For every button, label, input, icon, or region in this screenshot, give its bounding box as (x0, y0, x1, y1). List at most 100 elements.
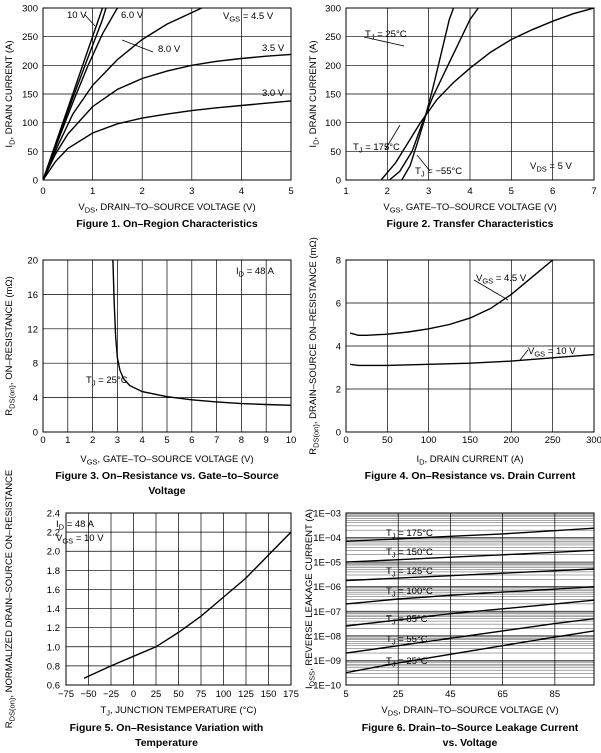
fig6-caption-line2: vs. Voltage (443, 737, 498, 749)
fig6-series-line (346, 549, 594, 563)
fig6-series-line (346, 527, 594, 542)
fig6-y-tick-label: 1E−10 (313, 681, 341, 692)
fig6-series-line (346, 586, 594, 605)
fig3-x-tick-label: 0 (40, 435, 45, 446)
fig1-y-tick-label: 300 (22, 4, 38, 15)
fig1-annotation: 3.5 V (262, 43, 285, 54)
fig6-y-tick-label: 1E−09 (313, 656, 341, 667)
fig6-annotation: TJ = 85°C (386, 614, 428, 627)
fig4-chart: 0 50 100 150 200 250 300 0 2 4 6 8 (336, 256, 601, 447)
fig2-series-line (401, 8, 455, 180)
fig5-x-tick-label: −50 (80, 689, 96, 700)
fig2-y-tick-label: 250 (325, 32, 341, 43)
fig5-series-line (83, 531, 291, 679)
fig2-x-tick-label: 2 (385, 186, 390, 197)
annotation-leader-line (416, 154, 431, 172)
fig3-x-tick-label: 2 (90, 435, 95, 446)
annotation-leader-line (363, 36, 405, 47)
fig1-plot-frame (42, 7, 292, 181)
annotation-leader-line (384, 124, 401, 151)
fig6-annotation: TJ = 150°C (386, 547, 433, 560)
fig5-x-tick-label: −25 (103, 689, 119, 700)
fig5-x-tick-label: 100 (216, 689, 232, 700)
fig1-caption: Figure 1. On–Region Characteristics (76, 218, 258, 230)
fig5-y-tick-label: 1.4 (47, 604, 60, 615)
fig4-series-line (350, 353, 594, 367)
fig5-y-axis-title: RDS(on), NORMALIZED DRAIN–SOURCE ON–RESI… (4, 470, 17, 729)
fig4-series-line (349, 260, 554, 336)
fig2-y-tick-label: 0 (336, 176, 341, 187)
fig3-x-tick-label: 6 (189, 435, 194, 446)
fig5-y-tick-label: 2.0 (47, 547, 60, 558)
fig5-x-tick-label: 25 (151, 689, 162, 700)
fig5-y-tick-label: 1.8 (47, 566, 60, 577)
fig6-series-line (346, 599, 594, 627)
fig3-x-axis-title: VGS, GATE–TO–SOURCE VOLTAGE (V) (80, 454, 253, 467)
annotation-leader-line (473, 279, 509, 301)
fig5-annotation: VGS = 10 V (56, 533, 104, 546)
fig3-y-tick-label: 0 (33, 428, 38, 439)
fig6-plot-frame (345, 512, 595, 686)
fig2-y-tick-label: 50 (330, 147, 341, 158)
fig3-x-tick-label: 3 (115, 435, 120, 446)
fig4-x-tick-label: 200 (503, 435, 519, 446)
fig2-y-axis-title: ID, DRAIN CURRENT (A) (308, 40, 321, 147)
fig1-series-line (43, 100, 291, 180)
fig3-x-tick-label: 8 (239, 435, 244, 446)
fig1-x-axis-title: VDS, DRAIN–TO–SOURCE VOLTAGE (V) (78, 202, 255, 215)
fig2-y-tick-label: 300 (325, 4, 341, 15)
fig4-x-tick-label: 0 (343, 435, 348, 446)
fig6-x-tick-label: 25 (393, 689, 404, 700)
fig4-y-tick-label: 0 (336, 428, 341, 439)
fig5-annotation: ID = 48 A (56, 519, 95, 532)
fig1-y-tick-label: 50 (27, 147, 38, 158)
fig4-x-axis-title: ID, DRAIN CURRENT (A) (416, 454, 523, 467)
fig3-x-tick-label: 4 (140, 435, 145, 446)
fig1-y-tick-label: 250 (22, 32, 38, 43)
fig2-chart: 1 2 3 4 5 6 7 0 50 100 150 200 250 300 (325, 4, 597, 198)
fig4-y-tick-label: 6 (336, 299, 341, 310)
fig6-series-line (346, 568, 594, 582)
fig6-x-tick-label: 65 (497, 689, 508, 700)
fig5-x-tick-label: 0 (131, 689, 136, 700)
fig4-x-tick-label: 300 (586, 435, 601, 446)
fig6-caption: Figure 6. Drain–to–Source Leakage Curren… (362, 722, 579, 734)
fig2-annotation: TJ = −55°C (415, 166, 462, 179)
fig2-plot-frame (345, 7, 595, 181)
fig6-annotation: TJ = 175°C (386, 528, 433, 541)
fig4-x-tick-label: 100 (421, 435, 437, 446)
fig3-annotation: ID = 48 A (236, 266, 275, 279)
fig5-x-tick-label: 125 (238, 689, 254, 700)
fig2-annotation: TJ = 25°C (365, 29, 407, 42)
annotation-leader-line (84, 14, 96, 27)
fig1-y-tick-label: 200 (22, 61, 38, 72)
fig2-series-line (380, 8, 594, 180)
fig6-series-line (346, 618, 594, 654)
fig5-y-tick-label: 2.4 (47, 509, 60, 520)
fig5-y-tick-label: 0.6 (47, 681, 60, 692)
fig5-x-tick-label: 175 (283, 689, 299, 700)
fig6-annotation: TJ = 55°C (386, 634, 428, 647)
fig2-y-tick-label: 100 (325, 118, 341, 129)
fig3-y-axis-title: RDS(on), ON–RESISTANCE (mΩ) (4, 276, 17, 415)
fig5-x-tick-label: −75 (58, 689, 74, 700)
fig3-y-tick-label: 8 (33, 359, 38, 370)
fig1-annotation: 8.0 V (158, 44, 181, 55)
fig3-plot-frame (42, 259, 292, 433)
fig1-series-line (43, 8, 202, 180)
fig5-y-tick-label: 1.2 (47, 623, 60, 634)
fig6-annotation: TJ = 25°C (386, 656, 428, 669)
fig2-x-axis-title: VGS, GATE–TO–SOURCE VOLTAGE (V) (383, 202, 556, 215)
fig4-x-tick-label: 50 (382, 435, 393, 446)
fig2-caption: Figure 2. Transfer Characteristics (387, 218, 554, 230)
fig5-chart: −75 −50 −25 0 25 50 75 100 125 150 175 0.6 0.8 1.0 1.2… (47, 509, 299, 701)
fig5-y-tick-label: 2.2 (47, 528, 60, 539)
fig6-y-tick-label: 1E−05 (313, 558, 341, 569)
fig5-x-tick-label: 50 (173, 689, 184, 700)
fig6-y-tick-label: 1E−07 (313, 607, 341, 618)
fig4-caption: Figure 4. On–Resistance vs. Drain Curren… (365, 470, 576, 482)
fig6-y-axis-title: IDSS, REVERSE LEAKAGE CURRENT (A) (304, 509, 317, 689)
